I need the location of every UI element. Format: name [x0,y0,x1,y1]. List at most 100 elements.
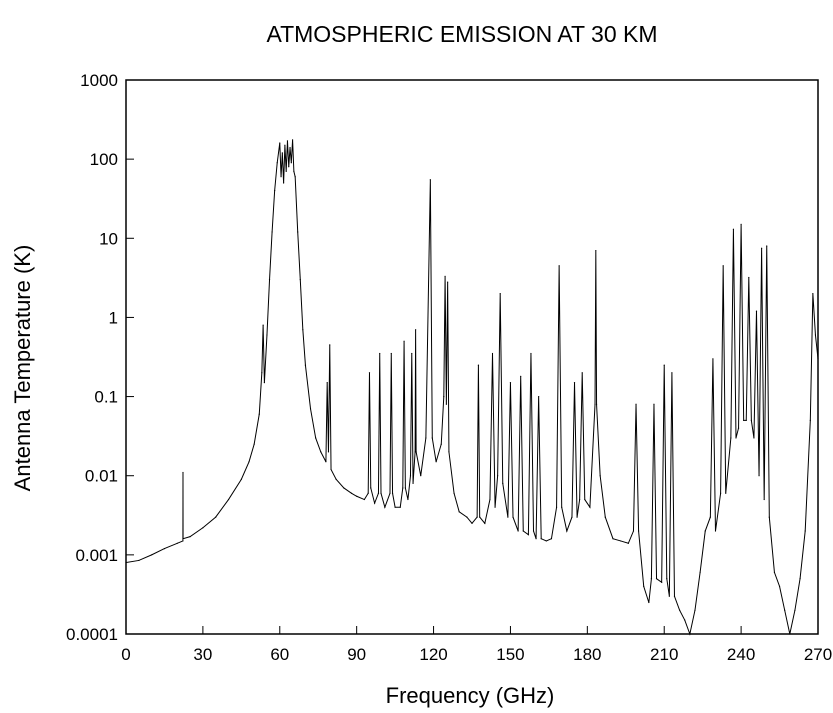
data-point [594,403,596,405]
data-point [679,609,681,611]
data-point [163,547,166,550]
data-point [443,395,445,398]
data-point [404,487,406,489]
data-point [280,176,282,178]
data-point [390,352,392,355]
data-point [471,522,473,524]
data-point [431,437,433,439]
data-point [274,190,276,192]
data-point [561,506,563,508]
data-point [750,419,752,421]
data-point [704,530,706,532]
data-point [550,538,553,540]
data-point [182,538,184,540]
data-point [258,413,260,415]
data-point [737,427,740,429]
data-point [389,492,391,494]
data-point [517,530,519,532]
data-point [327,451,330,453]
data-point [374,502,376,504]
data-point [784,609,786,611]
data-point [391,492,394,494]
data-point [620,540,622,542]
data-point [227,498,230,501]
data-point [302,329,304,331]
data-point [509,382,512,384]
data-point [778,585,781,587]
data-point [532,530,535,532]
data-point [545,540,547,542]
data-point [343,487,345,489]
x-tick-label: 90 [347,645,366,664]
data-point [732,228,735,230]
data-point [447,281,449,283]
data-point [281,152,283,154]
data-point [444,275,446,277]
data-point [671,372,673,374]
chart-title: ATMOSPHERIC EMISSION AT 30 KM [266,21,657,47]
x-tick-label: 210 [650,645,678,664]
data-point [584,498,586,501]
data-point [288,166,290,168]
data-point [753,437,755,439]
data-point [415,329,417,331]
data-point [294,176,296,178]
data-point [325,461,327,463]
data-point [745,419,747,421]
data-point [720,492,722,494]
data-point [445,403,447,405]
data-point [329,344,331,346]
data-point [758,475,760,477]
x-tick-label: 150 [496,645,524,664]
emission-spectrum-line [125,139,819,636]
data-point [666,578,668,580]
y-tick-label: 1000 [80,71,118,90]
data-point [763,498,765,501]
data-point [409,475,412,477]
data-point [804,530,806,532]
y-tick-label: 100 [90,150,118,169]
y-axis-label: Antenna Temperature (K) [10,245,35,492]
data-point [637,530,640,532]
data-point [507,516,509,518]
data-point [558,265,560,267]
data-point [304,364,307,366]
data-point [202,527,204,529]
data-point [271,231,273,233]
data-point [425,437,427,439]
data-point [266,334,268,336]
data-point [538,395,540,398]
data-point [491,352,494,355]
data-point [315,437,317,439]
y-tick-label: 1 [109,308,118,327]
data-point [714,530,717,532]
data-point [579,498,581,501]
data-point [138,559,140,562]
data-point [761,247,763,249]
data-point [709,516,711,518]
data-point [668,595,670,597]
data-point [189,536,191,538]
data-point [285,170,287,172]
data-point [476,516,478,518]
data-point [595,249,597,252]
data-point [268,279,271,281]
data-point [773,571,776,574]
x-tick-label: 0 [121,645,130,664]
data-point [748,276,750,279]
data-point [377,492,380,494]
x-tick-label: 30 [193,645,212,664]
data-point [655,578,658,580]
data-point [394,506,396,508]
y-tick-label: 0.01 [85,467,118,486]
data-point [684,619,686,621]
data-point [291,139,294,141]
data-point [566,530,568,532]
data-point [663,364,665,366]
x-tick-label: 180 [573,645,601,664]
data-point [420,475,422,477]
y-axis: 0.0001 0.001 0.01 0.1 1 10 100 1000 [66,71,134,644]
data-point [453,492,455,494]
x-axis-label: Frequency (GHz) [386,683,555,708]
